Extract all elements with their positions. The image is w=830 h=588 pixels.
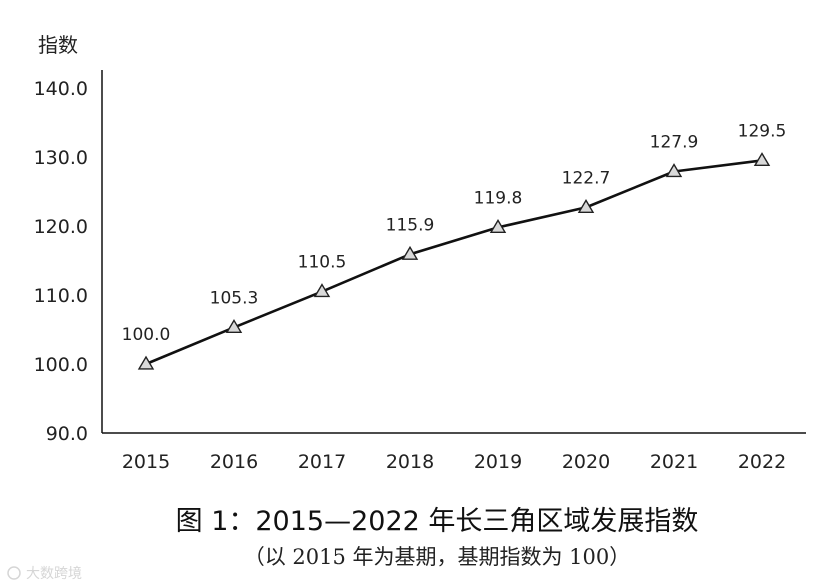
data-labels: 100.0 105.3 110.5 115.9 119.8 122.7 127.9 129.5 <box>122 121 787 345</box>
data-marker-triangle <box>489 218 507 233</box>
series-line-path <box>145 159 763 366</box>
data-label: 115.9 <box>386 215 435 235</box>
y-tick-label: 120.0 <box>34 216 88 238</box>
y-tick-label: 130.0 <box>34 147 88 169</box>
watermark-logo-icon <box>7 566 21 580</box>
y-tick-label: 90.0 <box>46 423 88 445</box>
y-tick-label: 140.0 <box>34 78 88 100</box>
x-tick-label: 2022 <box>738 451 786 473</box>
y-tick-labels: 90.0 100.0 110.0 120.0 130.0 140.0 <box>34 78 88 445</box>
data-label: 122.7 <box>562 168 611 188</box>
x-tick-label: 2021 <box>650 451 698 473</box>
data-label: 129.5 <box>738 121 787 141</box>
x-tick-label: 2020 <box>562 451 610 473</box>
series-line <box>145 159 763 366</box>
data-label: 127.9 <box>650 132 699 152</box>
figure-caption-title: 图 1：2015—2022 年长三角区域发展指数 <box>176 506 699 537</box>
data-marker-triangle <box>577 198 595 213</box>
data-label: 100.0 <box>122 325 171 345</box>
x-tick-labels: 2015 2016 2017 2018 2019 2020 2021 2022 <box>122 451 786 473</box>
x-tick-label: 2019 <box>474 451 522 473</box>
data-marker-triangle <box>225 319 243 334</box>
y-axis-title: 指数 <box>38 33 78 57</box>
data-marker-triangle <box>137 355 155 370</box>
x-tick-label: 2017 <box>298 451 346 473</box>
data-marker-triangle <box>313 283 331 298</box>
data-label: 110.5 <box>298 253 347 273</box>
x-tick-label: 2015 <box>122 451 170 473</box>
data-marker-triangle <box>753 152 771 167</box>
data-label: 119.8 <box>474 188 523 208</box>
watermark-text: 大数跨境 <box>26 566 82 582</box>
figure-caption-subtitle: （以 2015 年为基期，基期指数为 100） <box>244 545 631 569</box>
x-tick-label: 2016 <box>210 451 258 473</box>
watermark: 大数跨境 <box>7 566 82 582</box>
x-tick-label: 2018 <box>386 451 434 473</box>
data-markers <box>137 152 771 370</box>
y-tick-label: 100.0 <box>34 354 88 376</box>
axes <box>101 70 806 434</box>
data-marker-triangle <box>401 245 419 260</box>
y-tick-label: 110.0 <box>34 285 88 307</box>
data-label: 105.3 <box>210 288 259 308</box>
data-marker-triangle <box>665 163 683 178</box>
